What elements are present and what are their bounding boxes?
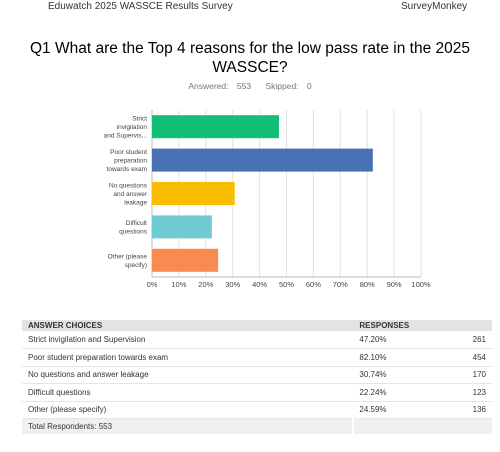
total-blank-cell — [352, 418, 492, 434]
answered-label: Answered: — [188, 81, 229, 91]
answer-choice-cell: No questions and answer leakage — [22, 366, 354, 384]
x-tick-label: 20% — [198, 280, 213, 289]
x-tick-label: 100% — [411, 280, 431, 289]
x-tick-label: 60% — [306, 280, 321, 289]
brand-name: SurveyMonkey — [401, 1, 468, 12]
category-label: Poor student preparation towards exam — [107, 149, 148, 173]
total-respondents: Total Respondents: 553 — [22, 418, 354, 434]
x-tick-label: 90% — [387, 280, 402, 289]
page-header: Eduwatch 2025 WASSCE Results Survey Surv… — [0, 0, 500, 14]
response-percent-cell: 22.24% — [353, 383, 444, 402]
response-count-cell: 261 — [443, 331, 492, 349]
skipped-count: 0 — [306, 81, 312, 91]
category-label: Other (please specify) — [108, 254, 148, 269]
response-count-cell: 170 — [443, 366, 492, 384]
answer-choice-cell: Difficult questions — [22, 383, 354, 402]
x-tick-label: 50% — [279, 280, 294, 289]
total-respondents-row: Total Respondents: 553 — [22, 418, 492, 434]
x-tick-label: 80% — [360, 280, 375, 289]
response-percent-cell: 82.10% — [353, 348, 444, 367]
response-percent-cell: 24.59% — [353, 401, 444, 419]
survey-name: Eduwatch 2025 WASSCE Results Survey — [48, 1, 233, 12]
bar — [152, 148, 373, 172]
x-tick-label: 0% — [147, 280, 158, 289]
skipped-text: Skipped: 0 — [262, 81, 314, 91]
x-tick-label: 10% — [171, 280, 186, 289]
answer-choice-cell: Poor student preparation towards exam — [22, 348, 354, 367]
bar-chart: 0% 10% 20% 30% 40% 50% 60% 70% 80% 90% 100% Strict i… — [104, 110, 431, 289]
table-header-row: ANSWER CHOICES RESPONSES — [22, 320, 492, 331]
category-label: Strict invigilation and Supervis... — [104, 116, 148, 140]
answered-text: Answered: 553 — [185, 81, 254, 91]
table-row: Poor student preparation towards exam 82.… — [22, 348, 492, 367]
header-responses: RESPONSES — [353, 320, 492, 331]
x-tick-label: 70% — [333, 280, 348, 289]
table-row: Difficult questions 22.24% 123 — [22, 383, 492, 402]
response-percent-cell: 30.74% — [353, 366, 444, 384]
response-count-cell: 123 — [443, 383, 492, 402]
header-answer-choices: ANSWER CHOICES — [22, 320, 354, 331]
response-percent-cell: 47.20% — [353, 331, 444, 349]
responses-table: ANSWER CHOICES RESPONSES Strict invigila… — [22, 320, 492, 434]
response-count-cell: 136 — [443, 401, 492, 419]
answer-choice-cell: Other (please specify) — [22, 401, 354, 419]
answered-count: 553 — [236, 81, 252, 91]
answered-summary: Answered: 553 Skipped: 0 — [0, 81, 500, 91]
category-label: No questions and answer leakage — [109, 183, 148, 207]
table-row: Strict invigilation and Supervision 47.20… — [22, 331, 492, 349]
answer-choice-cell: Strict invigilation and Supervision — [22, 331, 354, 349]
bar — [152, 115, 279, 139]
bar — [152, 248, 219, 272]
bar — [152, 215, 212, 239]
table-row: Other (please specify) 24.59% 136 — [22, 401, 492, 419]
category-label: Difficult questions — [119, 220, 148, 236]
skipped-label: Skipped: — [265, 81, 299, 91]
question-title: Q1 What are the Top 4 reasons for the lo… — [29, 40, 470, 76]
x-tick-label: 30% — [225, 280, 240, 289]
bar — [152, 182, 235, 205]
response-count-cell: 454 — [443, 348, 492, 367]
x-tick-label: 40% — [252, 280, 267, 289]
table-row: No questions and answer leakage 30.74% 170 — [22, 366, 492, 384]
